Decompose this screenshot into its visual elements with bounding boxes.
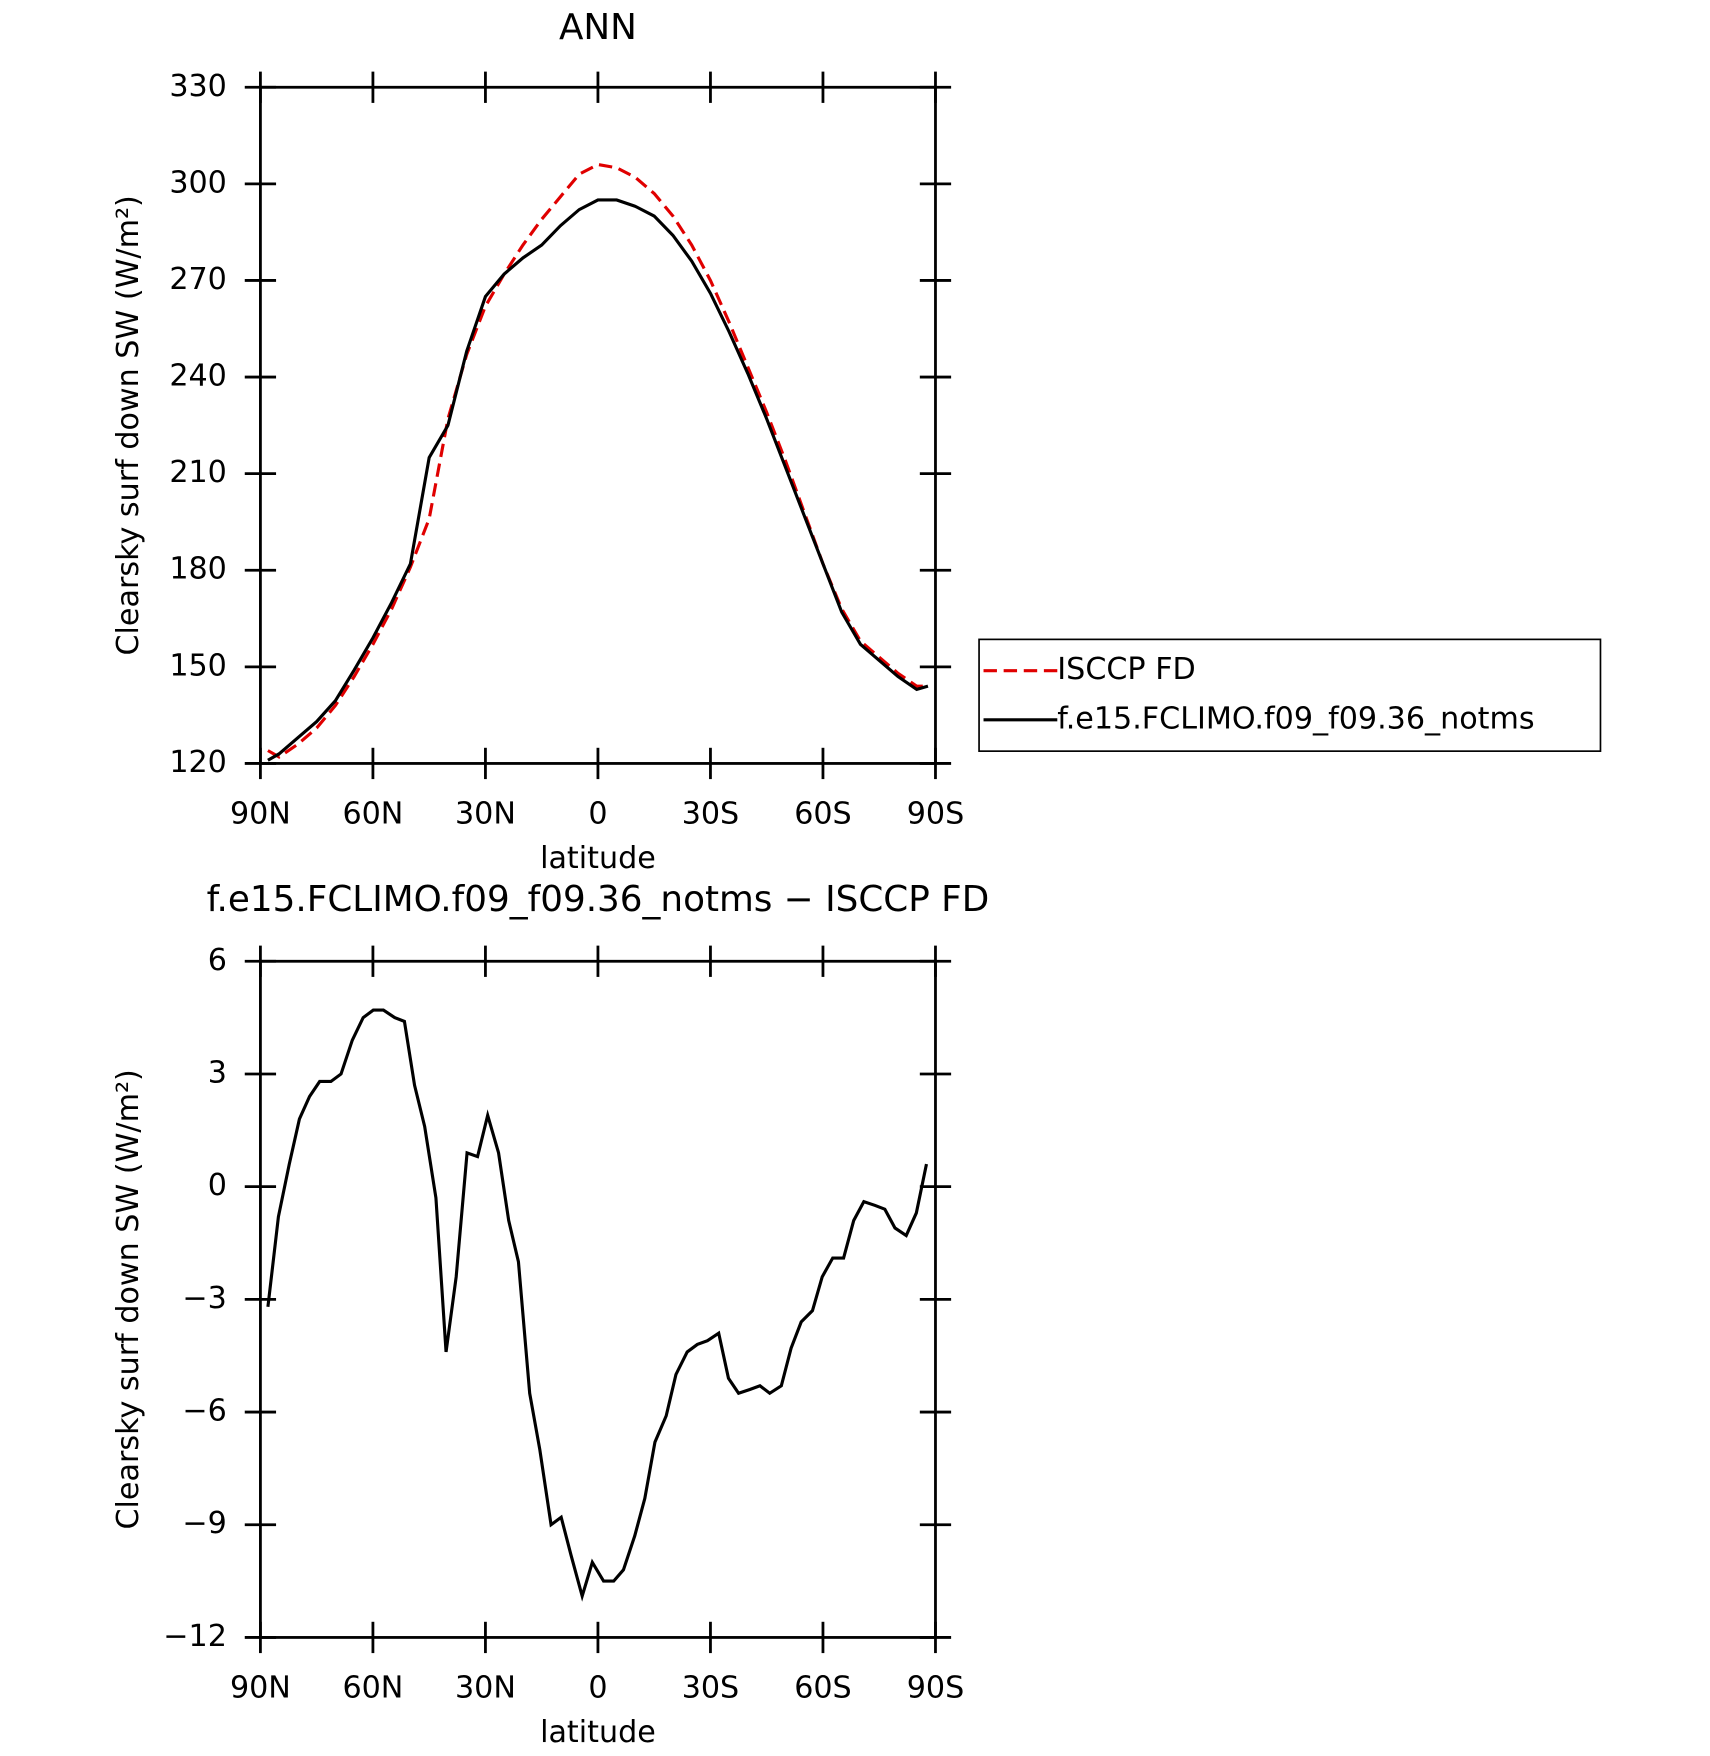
y-tick-label: 300 — [169, 165, 227, 200]
data-line — [267, 162, 928, 759]
x-tick-label: 30N — [455, 1670, 516, 1705]
x-tick-label: 60N — [342, 796, 403, 831]
x-tick-label: 60N — [342, 1670, 403, 1705]
plot-frame — [259, 959, 937, 1639]
x-tick-label: 0 — [588, 796, 607, 831]
legend-box — [978, 638, 1602, 752]
chart-title: ANN — [559, 7, 637, 48]
y-tick-label: 180 — [169, 552, 227, 587]
y-tick-label: −12 — [163, 1619, 227, 1654]
x-axis-label: latitude — [540, 841, 656, 876]
y-tick-label: −9 — [182, 1506, 226, 1541]
y-tick-label: 3 — [208, 1055, 227, 1090]
legend-label: ISCCP FD — [1057, 652, 1196, 687]
x-tick-label: 90S — [907, 796, 965, 831]
x-tick-label: 90N — [230, 796, 291, 831]
x-axis-label: latitude — [540, 1715, 656, 1750]
y-tick-label: 330 — [169, 69, 227, 104]
y-tick-label: 6 — [208, 943, 227, 978]
x-tick-label: 0 — [588, 1670, 607, 1705]
plot-frame — [259, 85, 937, 765]
y-tick-label: 210 — [169, 455, 227, 490]
x-tick-label: 60S — [794, 1670, 852, 1705]
y-tick-label: 270 — [169, 262, 227, 297]
y-axis-label: Clearsky surf down SW (W/m²) — [111, 195, 146, 655]
x-tick-label: 30N — [455, 796, 516, 831]
x-tick-label: 60S — [794, 796, 852, 831]
y-tick-label: −6 — [182, 1394, 226, 1429]
y-tick-label: −3 — [182, 1281, 226, 1316]
y-tick-label: 150 — [169, 648, 227, 683]
y-tick-label: 0 — [208, 1168, 227, 1203]
y-tick-label: 240 — [169, 359, 227, 394]
y-axis-label: Clearsky surf down SW (W/m²) — [111, 1069, 146, 1529]
x-tick-label: 30S — [682, 1670, 740, 1705]
chart-title: f.e15.FCLIMO.f09_f09.36_notms − ISCCP FD — [207, 879, 990, 920]
x-tick-label: 90N — [230, 1670, 291, 1705]
x-tick-label: 90S — [907, 1670, 965, 1705]
x-tick-label: 30S — [682, 796, 740, 831]
data-line — [267, 198, 929, 762]
legend-label: f.e15.FCLIMO.f09_f09.36_notms — [1057, 701, 1534, 736]
y-tick-label: 120 — [169, 745, 227, 780]
data-line — [266, 1008, 929, 1602]
